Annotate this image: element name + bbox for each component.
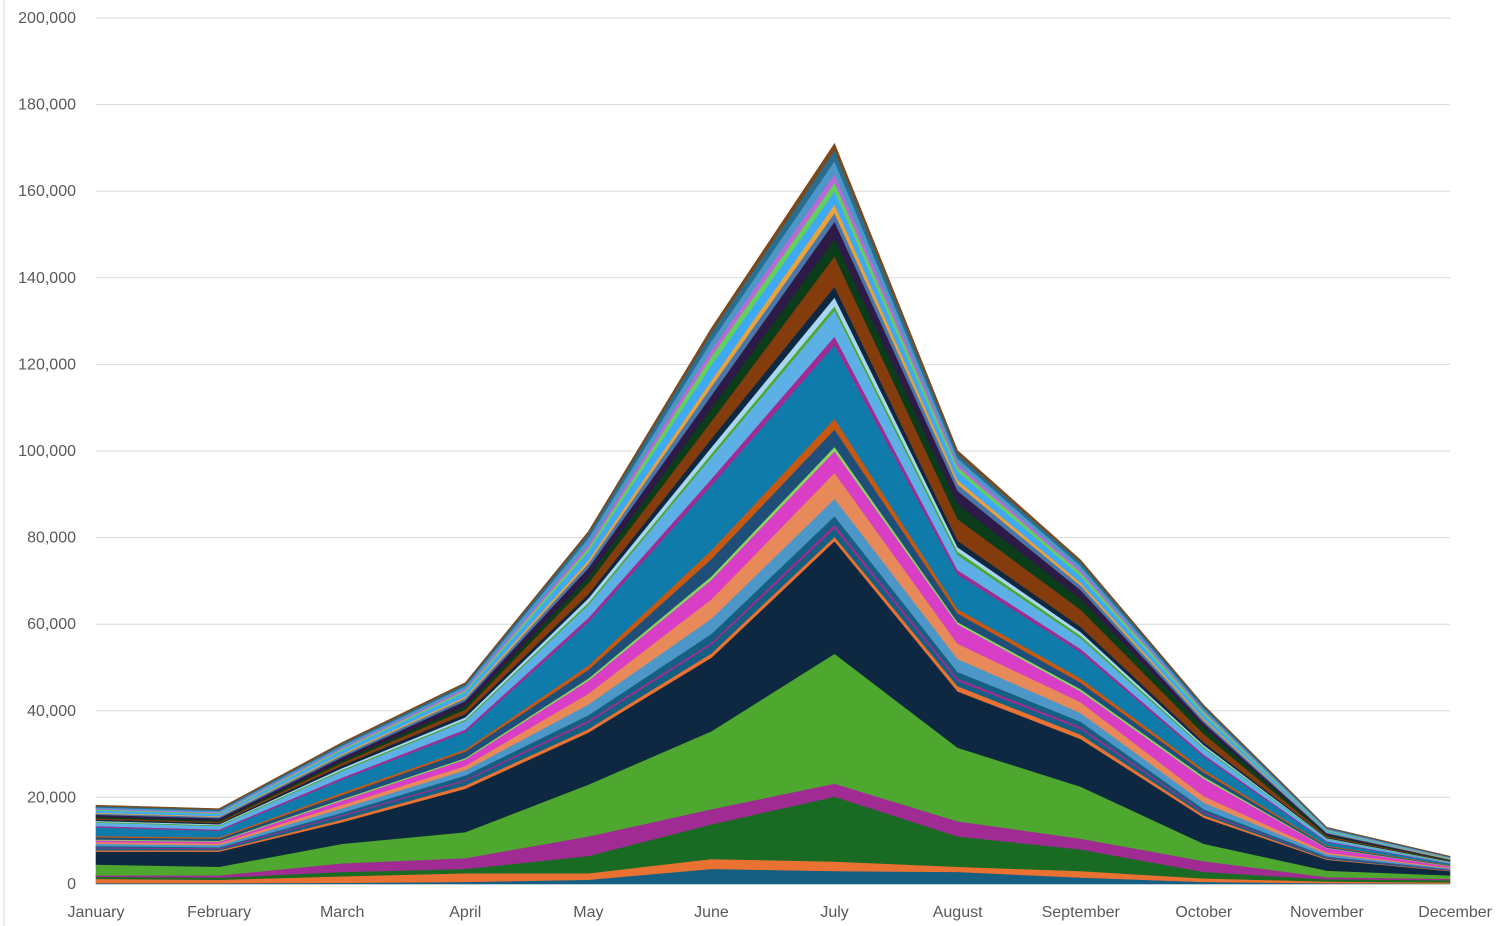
area-series-33 (95, 142, 1451, 858)
x-tick-label: October (1175, 904, 1233, 921)
y-tick-label: 40,000 (27, 703, 76, 720)
y-tick-label: 200,000 (18, 10, 76, 27)
x-tick-label: March (320, 904, 364, 921)
y-tick-label: 20,000 (27, 789, 76, 806)
y-tick-label: 0 (67, 876, 76, 893)
x-tick-label: July (820, 904, 848, 921)
x-tick-label: April (449, 904, 481, 921)
x-tick-label: January (68, 904, 125, 921)
x-tick-label: June (694, 904, 729, 921)
y-tick-label: 160,000 (18, 183, 76, 200)
y-tick-label: 120,000 (18, 356, 76, 373)
y-tick-label: 180,000 (18, 97, 76, 114)
area-series (95, 142, 1451, 885)
x-axis-tick-labels: January February March April May June July Augu… (68, 904, 1493, 921)
x-tick-label: September (1042, 904, 1121, 921)
y-tick-label: 140,000 (18, 270, 76, 287)
y-tick-label: 100,000 (18, 443, 76, 460)
y-tick-label: 80,000 (27, 530, 76, 547)
x-tick-label: November (1290, 904, 1364, 921)
x-tick-label: December (1418, 904, 1492, 921)
y-tick-label: 60,000 (27, 616, 76, 633)
y-axis-tick-labels: 0 20,000 40,000 60,000 80,000 100,000 120,000 1… (18, 10, 76, 893)
x-tick-label: May (573, 904, 603, 921)
x-tick-label: February (187, 904, 251, 921)
x-tick-label: August (933, 904, 983, 921)
